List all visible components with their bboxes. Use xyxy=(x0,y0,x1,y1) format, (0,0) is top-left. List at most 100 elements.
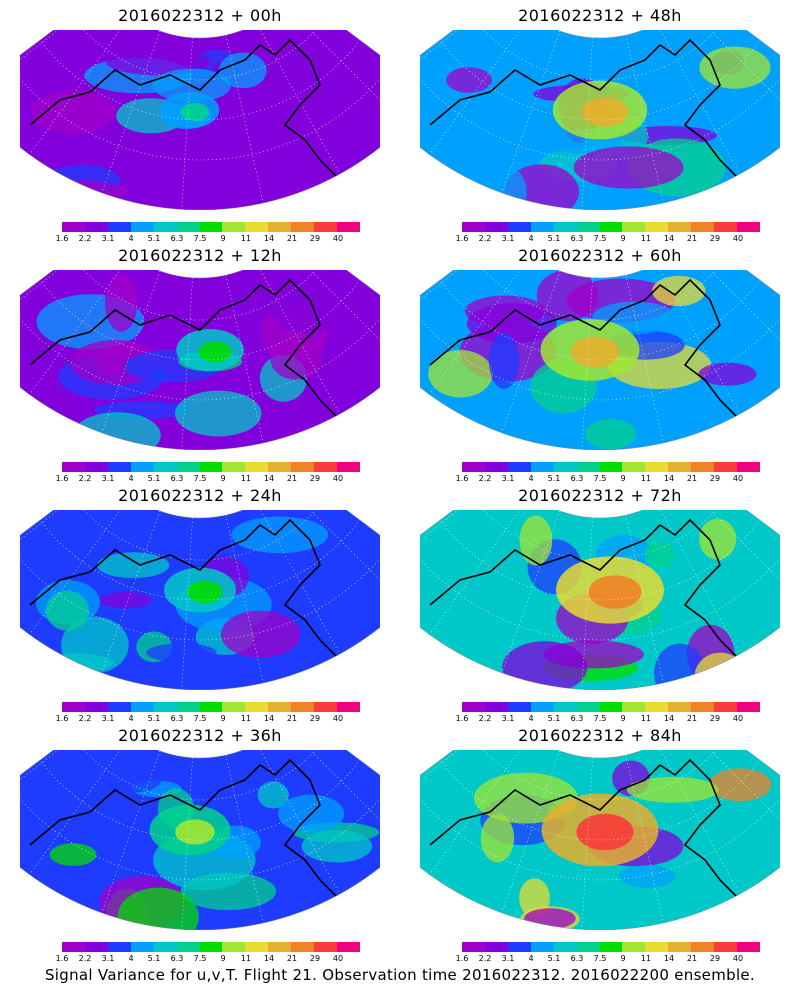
colorbar-tick-label: 21 xyxy=(286,474,298,483)
colorbar xyxy=(462,222,760,232)
colorbar-swatch xyxy=(245,702,269,712)
longitude-line xyxy=(29,30,131,155)
colorbar xyxy=(62,702,360,712)
colorbar xyxy=(62,942,360,952)
latitude-line xyxy=(20,510,380,641)
colorbar-tick-label: 6.3 xyxy=(570,954,584,963)
colorbar-swatch xyxy=(530,702,554,712)
panel-title: 2016022312 + 84h xyxy=(518,726,682,745)
colorbar-tick-label: 6.3 xyxy=(570,714,584,723)
longitude-line xyxy=(656,30,740,175)
longitude-line xyxy=(256,750,340,895)
colorbar-swatch xyxy=(130,222,154,232)
forecast-panel: 2016022312 + 36h 1.6 2.2 3.1 4 5.1 6.3 7.5 9 11 14… xyxy=(0,720,400,963)
colorbar-tick-label: 14 xyxy=(663,474,675,483)
colorbar-tick-label: 14 xyxy=(663,714,675,723)
variance-field-patch xyxy=(585,419,637,450)
longitude-line xyxy=(29,270,131,395)
colorbar-swatch xyxy=(314,462,338,472)
longitude-line xyxy=(101,750,161,913)
colorbar-swatch xyxy=(337,462,360,472)
longitude-line xyxy=(181,277,193,450)
colorbar-swatch xyxy=(507,942,531,952)
colorbar-swatch xyxy=(668,462,692,472)
colorbar-tick-label: 40 xyxy=(732,954,744,963)
colorbar-tick-label: 14 xyxy=(263,234,275,243)
colorbar-labels: 1.6 2.2 3.1 4 5.1 6.3 7.5 9 11 14 21 29 40 xyxy=(452,474,772,484)
forecast-panel: 2016022312 + 24h 1.6 2.2 3.1 4 5.1 6.3 7.5 9 11 14… xyxy=(0,480,400,723)
colorbar-swatch xyxy=(553,702,577,712)
colorbar-tick-label: 7.5 xyxy=(593,954,607,963)
longitude-line xyxy=(501,750,561,913)
colorbar-tick-label: 7.5 xyxy=(193,474,207,483)
colorbar-tick-label: 14 xyxy=(263,474,275,483)
forecast-panel: 2016022312 + 60h 1.6 2.2 3.1 4 5.1 6.3 7.5 9 11 14… xyxy=(400,240,800,483)
longitude-line xyxy=(625,755,664,924)
panel-title: 2016022312 + 00h xyxy=(118,6,282,25)
longitude-line xyxy=(101,510,161,673)
longitude-line xyxy=(656,270,740,415)
variance-field-patch xyxy=(270,336,322,380)
colorbar-swatch xyxy=(484,222,508,232)
colorbar-tick-label: 14 xyxy=(663,954,675,963)
colorbar-tick-label: 29 xyxy=(309,954,321,963)
colorbar-tick-label: 4 xyxy=(128,234,134,243)
colorbar-tick-label: 3.1 xyxy=(101,234,115,243)
colorbar-tick-label: 5.1 xyxy=(547,714,561,723)
colorbar-swatch xyxy=(530,462,554,472)
colorbar-swatch xyxy=(337,222,360,232)
colorbar-tick-label: 40 xyxy=(332,954,344,963)
latitude-line xyxy=(420,30,780,161)
colorbar-swatch xyxy=(153,702,177,712)
colorbar-swatch xyxy=(553,222,577,232)
colorbar-swatch xyxy=(714,222,738,232)
forecast-panel: 2016022312 + 84h 1.6 2.2 3.1 4 5.1 6.3 7.5 9 11 14… xyxy=(400,720,800,963)
colorbar-tick-label: 4 xyxy=(528,474,534,483)
colorbar-tick-label: 4 xyxy=(128,714,134,723)
colorbar-tick-label: 11 xyxy=(240,954,252,963)
forecast-panel: 2016022312 + 00h 1.6 2.2 3.1 4 5.1 6.3 7.5 9 11 14… xyxy=(0,0,400,243)
longitude-line xyxy=(581,757,593,930)
colorbar-tick-label: 3.1 xyxy=(501,714,515,723)
colorbar-swatch xyxy=(737,222,760,232)
panel-title: 2016022312 + 36h xyxy=(118,726,282,745)
variance-field-patch xyxy=(446,67,492,93)
colorbar-tick-label: 11 xyxy=(640,234,652,243)
latitude-line xyxy=(20,270,380,401)
variance-field-patch xyxy=(108,762,163,793)
latitude-line xyxy=(420,750,780,881)
colorbar-tick-label: 11 xyxy=(240,714,252,723)
colorbar-swatch xyxy=(176,702,200,712)
longitude-line xyxy=(181,517,193,690)
colorbar-swatch xyxy=(668,702,692,712)
colorbar-swatch xyxy=(599,462,623,472)
variance-field-patch xyxy=(271,284,342,334)
colorbar-tick-label: 29 xyxy=(709,234,721,243)
colorbar-swatch xyxy=(176,942,200,952)
colorbar-tick-label: 2.2 xyxy=(78,234,92,243)
colorbar-tick-label: 40 xyxy=(732,714,744,723)
colorbar-swatch xyxy=(484,942,508,952)
colorbar-swatch xyxy=(84,222,108,232)
variance-field-patch xyxy=(180,102,210,122)
colorbar-swatch xyxy=(668,222,692,232)
colorbar-tick-label: 1.6 xyxy=(455,954,469,963)
colorbar-tick-label: 7.5 xyxy=(193,234,207,243)
colorbar-swatch xyxy=(268,222,292,232)
colorbar-tick-label: 6.3 xyxy=(170,954,184,963)
longitude-line xyxy=(656,510,740,655)
coastline xyxy=(429,278,766,436)
colorbar-labels: 1.6 2.2 3.1 4 5.1 6.3 7.5 9 11 14 21 29 40 xyxy=(52,474,372,484)
colorbar-swatch xyxy=(199,942,223,952)
colorbar-swatch xyxy=(691,942,715,952)
colorbar-swatch xyxy=(622,942,646,952)
coastline xyxy=(29,38,366,196)
colorbar-tick-label: 21 xyxy=(286,714,298,723)
colorbar-tick-label: 3.1 xyxy=(101,954,115,963)
colorbar-swatch xyxy=(714,462,738,472)
colorbar-tick-label: 4 xyxy=(128,954,134,963)
colorbar-swatch xyxy=(107,462,131,472)
colorbar-tick-label: 21 xyxy=(286,234,298,243)
colorbar-swatch xyxy=(553,942,577,952)
longitude-line xyxy=(625,515,664,684)
